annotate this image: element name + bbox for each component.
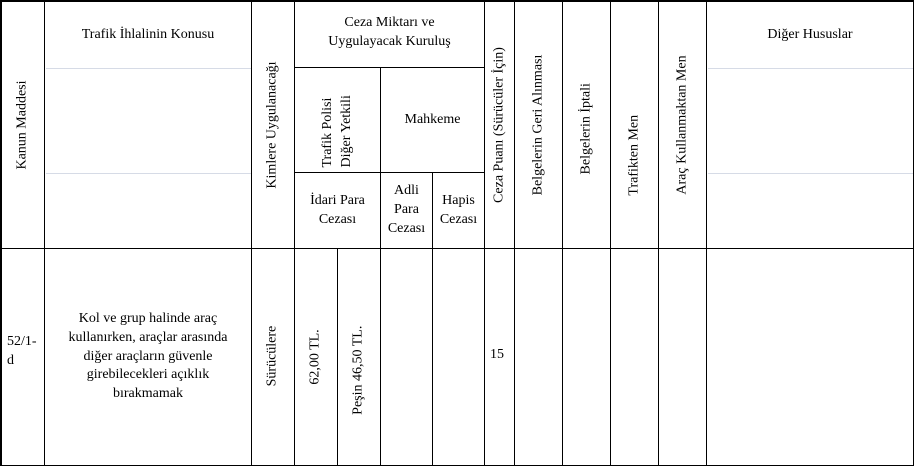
cell-ceza-puani: 15 <box>485 249 515 466</box>
header-belge-geri-alinmasi: Belgelerin Geri Alınması <box>515 0 563 249</box>
header-mahkeme: Mahkeme <box>381 68 485 173</box>
cell-belge-geri <box>515 249 563 466</box>
cell-idari-para-1: 62,00 TL. <box>295 249 338 466</box>
header-diger-hususlar: Diğer Hususlar <box>707 0 914 249</box>
header-ihlal-konusu: Trafik İhlalinin Konusu <box>45 0 252 249</box>
header-adli-para-cezasi: Adli Para Cezası <box>381 173 433 249</box>
header-ceza-miktari: Ceza Miktarı ve Uygulayacak Kuruluş <box>295 0 485 68</box>
cell-belge-iptal <box>563 249 611 466</box>
cell-adli-para <box>381 249 433 466</box>
header-ceza-puani: Ceza Puanı (Sürücüler İçin) <box>485 0 515 249</box>
cell-trafikten-men <box>611 249 659 466</box>
cell-arac-men <box>659 249 707 466</box>
header-trafikten-men: Trafikten Men <box>611 0 659 249</box>
header-kimlere-uygulanacagi: Kimlere Uygulanacağı <box>252 0 295 249</box>
cell-idari-para-2: Peşin 46,50 TL. <box>338 249 381 466</box>
cell-hapis <box>433 249 485 466</box>
cell-kimlere: Sürücülere <box>252 249 295 466</box>
cell-ihlal-konusu: Kol ve grup halinde araç kullanırken, ar… <box>45 249 252 466</box>
header-trafik-polisi: Trafik Polisi Diğer Yetkili <box>295 68 381 173</box>
header-idari-para-cezasi: İdari Para Cezası <box>295 173 381 249</box>
cell-madde: 52/1-d <box>0 249 45 466</box>
header-hapis-cezasi: Hapis Cezası <box>433 173 485 249</box>
header-belge-iptali: Belgelerin İptali <box>563 0 611 249</box>
header-kanun-maddesi: Kanun Maddesi <box>0 0 45 249</box>
cell-diger-hususlar <box>707 249 914 466</box>
header-arac-kullanmaktan-men: Araç Kullanmaktan Men <box>659 0 707 249</box>
